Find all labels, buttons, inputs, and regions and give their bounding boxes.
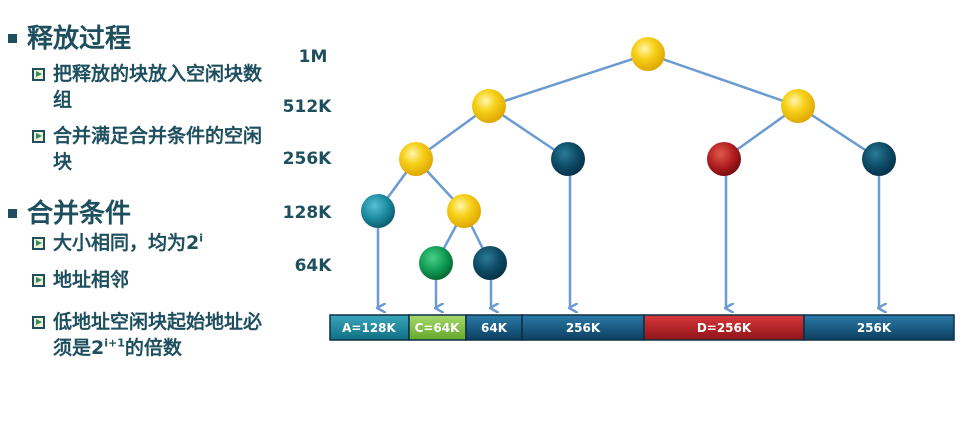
tree-edge bbox=[647, 52, 799, 108]
node-512k-split bbox=[781, 89, 815, 123]
level-label-1m: 1M bbox=[299, 47, 328, 67]
leaf-arrows bbox=[378, 176, 879, 308]
text-panel: 释放过程 把释放的块放入空闲块数组 合并满足合并条件的空闲块 合并条件 大小相同… bbox=[0, 0, 270, 423]
node-128k-allocated-a bbox=[361, 194, 395, 228]
block-256k-free bbox=[521, 314, 645, 341]
node-256k-allocated-d bbox=[707, 142, 741, 176]
node-256k-free bbox=[551, 142, 585, 176]
node-64k-free bbox=[473, 246, 507, 280]
bullet-text: 地址相邻 bbox=[53, 269, 130, 291]
bullet-text: 合并满足合并条件的空闲块 bbox=[53, 125, 263, 173]
node-256k-free bbox=[862, 142, 896, 176]
level-label-512k: 512K bbox=[283, 97, 332, 117]
heading-text: 合并条件 bbox=[27, 199, 132, 229]
heading-text: 释放过程 bbox=[27, 24, 132, 54]
bullet-text: 把释放的块放入空闲块数组 bbox=[53, 63, 263, 111]
heading-merge-conditions: 合并条件 bbox=[8, 193, 131, 230]
level-label-256k: 256K bbox=[283, 149, 332, 169]
bullet-item: 把释放的块放入空闲块数组 bbox=[32, 61, 262, 113]
triangle-bullet-icon bbox=[32, 274, 45, 287]
block-256k-free bbox=[803, 314, 955, 341]
memory-bar: A=128K C=64K 64K 256K D=256K 256K bbox=[329, 314, 955, 341]
block-d bbox=[643, 314, 805, 341]
triangle-bullet-icon bbox=[32, 237, 45, 250]
triangle-bullet-icon bbox=[32, 130, 45, 143]
triangle-bullet-icon bbox=[32, 316, 45, 329]
square-bullet-icon bbox=[8, 34, 17, 43]
node-64k-allocated-c bbox=[419, 246, 453, 280]
node-128k-split bbox=[447, 194, 481, 228]
block-256k-label: 256K bbox=[566, 321, 601, 335]
block-c bbox=[408, 314, 467, 341]
block-a-label: A=128K bbox=[342, 321, 396, 335]
bullet-text: 大小相同，均为2i bbox=[53, 231, 204, 254]
bullet-item: 大小相同，均为2i bbox=[32, 230, 262, 256]
level-label-128k: 128K bbox=[283, 203, 332, 223]
tree-nodes bbox=[361, 37, 896, 280]
level-label-64k: 64K bbox=[295, 256, 333, 276]
block-256k-label: 256K bbox=[857, 321, 892, 335]
triangle-bullet-icon bbox=[32, 68, 45, 81]
block-c-label: C=64K bbox=[415, 321, 461, 335]
block-64k-label: 64K bbox=[481, 321, 508, 335]
block-d-label: D=256K bbox=[697, 321, 752, 335]
node-1m-split bbox=[631, 37, 665, 71]
bullet-item: 低地址空闲块起始地址必须是2i+1的倍数 bbox=[32, 309, 262, 361]
block-64k-free bbox=[465, 314, 523, 341]
bullet-item: 合并满足合并条件的空闲块 bbox=[32, 123, 262, 175]
tree-edges bbox=[376, 52, 880, 264]
bullet-item: 地址相邻 bbox=[32, 267, 262, 293]
node-512k-split bbox=[472, 89, 506, 123]
bullet-text: 低地址空闲块起始地址必须是2i+1的倍数 bbox=[53, 311, 263, 359]
node-256k-split bbox=[399, 142, 433, 176]
tree-edge bbox=[488, 52, 649, 108]
square-bullet-icon bbox=[8, 209, 17, 218]
heading-release-process: 释放过程 bbox=[8, 18, 131, 55]
